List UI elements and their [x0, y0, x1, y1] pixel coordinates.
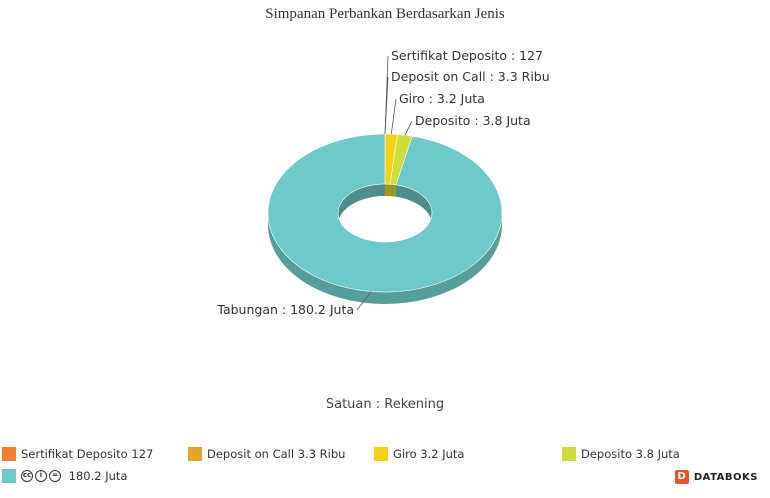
slice-label: Deposito : 3.8 Juta	[415, 113, 531, 128]
slice-label: Sertifikat Deposito : 127	[391, 48, 543, 63]
leader-line	[356, 291, 372, 311]
leader-line	[390, 98, 397, 135]
brand-name: DATABOKS	[693, 471, 758, 483]
legend-item-tabungan[interactable]: cc i = 180.2 Juta	[2, 469, 127, 483]
legend-swatch	[374, 447, 388, 461]
brand-logo[interactable]: D DATABOKS	[674, 470, 758, 484]
legend-value: 3.3 Ribu	[297, 447, 346, 461]
legend-swatch	[562, 447, 576, 461]
slice-inner-wall	[385, 184, 391, 197]
slice-inner-wall	[338, 184, 385, 225]
slice-labels: Sertifikat Deposito : 127 Deposit on Call…	[216, 48, 549, 317]
nd-icon: =	[49, 470, 61, 482]
slice-label: Deposit on Call : 3.3 Ribu	[391, 69, 550, 84]
legend-label: Deposit on Call	[207, 447, 295, 461]
slice-inner-wall	[390, 184, 396, 197]
slice-tabungan	[267, 133, 503, 293]
legend-label: Sertifikat Deposito	[21, 447, 128, 461]
donut-side	[268, 184, 502, 304]
license-icons: cc i =	[21, 470, 61, 482]
legend-item-giro[interactable]: Giro 3.2 Juta	[374, 447, 464, 461]
slice-label: Giro : 3.2 Juta	[399, 91, 485, 106]
legend-label: Deposito	[581, 447, 632, 461]
legend-swatch	[2, 447, 16, 461]
donut-chart: Sertifikat Deposito : 127 Deposit on Call…	[216, 48, 549, 317]
slice-inner-wall	[395, 184, 432, 225]
legend-item-deposit-on-call[interactable]: Deposit on Call 3.3 Ribu	[188, 447, 345, 461]
legend-label: Giro	[393, 447, 417, 461]
legend-value: 127	[131, 447, 154, 461]
by-icon: i	[35, 470, 47, 482]
legend-value: 180.2 Juta	[68, 469, 128, 483]
donut-top	[267, 133, 503, 293]
legend-value: 3.2 Juta	[420, 447, 465, 461]
leader-line	[384, 76, 389, 135]
unit-label: Satuan : Rekening	[325, 397, 445, 412]
slice-label: Tabungan : 180.2 Juta	[216, 302, 354, 317]
legend-item-sertifikat-deposito[interactable]: Sertifikat Deposito 127	[2, 447, 153, 461]
legend-swatch	[188, 447, 202, 461]
chart-title: Simpanan Perbankan Berdasarkan Jenis	[265, 6, 505, 22]
cc-icon: cc	[21, 470, 33, 482]
legend-item-deposito[interactable]: Deposito 3.8 Juta	[562, 447, 680, 461]
legend-value: 3.8 Juta	[635, 447, 680, 461]
databoks-icon: D	[674, 470, 689, 484]
legend-swatch	[2, 469, 16, 483]
leader-line	[404, 120, 413, 136]
